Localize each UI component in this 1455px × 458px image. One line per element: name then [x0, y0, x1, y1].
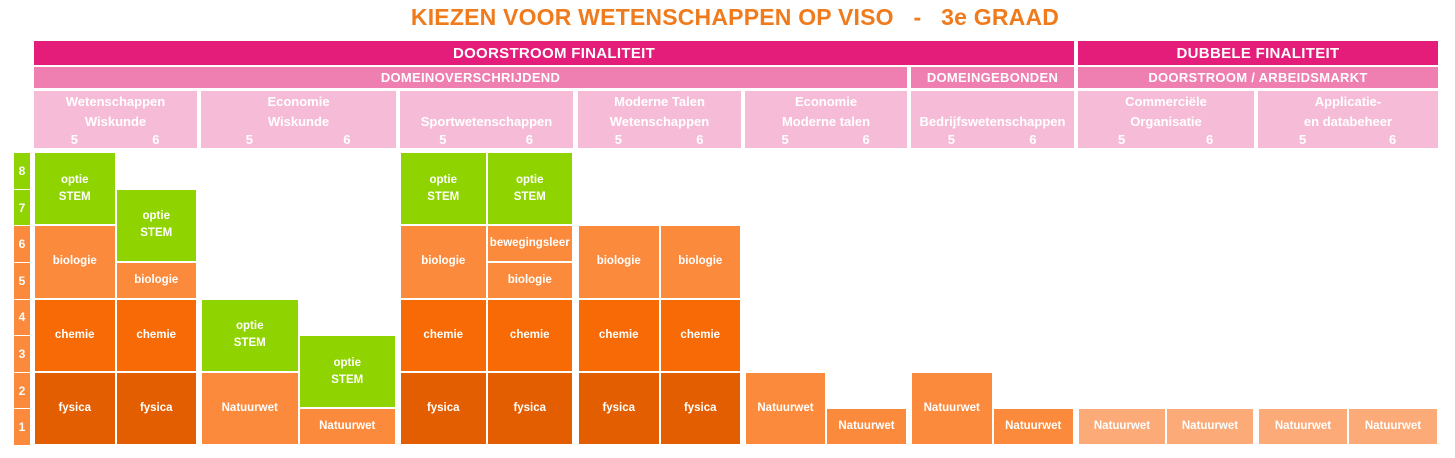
- year-label: 6: [1389, 132, 1397, 147]
- block-natuurwet: Natuurwet: [1166, 408, 1254, 445]
- block-fysica: fysica: [486, 371, 573, 445]
- block-fysica: fysica: [34, 371, 116, 445]
- domain-domeingebonden-band: DOMEINGEBONDEN: [911, 67, 1074, 88]
- block-biologie: biologie: [115, 262, 197, 299]
- block-fysica: fysica: [578, 371, 660, 445]
- hour-level-5: 5: [14, 262, 30, 299]
- year-label: 6: [862, 132, 870, 147]
- hour-level-2: 2: [14, 371, 30, 409]
- block-fysica: fysica: [659, 371, 741, 445]
- year-label: 5: [947, 132, 955, 147]
- block-natuurwet: Natuurwet: [298, 408, 396, 445]
- block-fysica: fysica: [400, 371, 487, 445]
- year-label: 6: [696, 132, 704, 147]
- block-optie-stem: optie STEM: [486, 152, 573, 226]
- programme-name: Moderne Talen Wetenschappen: [609, 94, 710, 129]
- hour-level-1: 1: [14, 408, 30, 445]
- programme-header-wetenschappen-wiskunde: Wetenschappen Wiskunde 5 6: [34, 91, 197, 148]
- finality-doorstroom-band: DOORSTROOM FINALITEIT: [34, 41, 1074, 65]
- year-label: 5: [781, 132, 789, 147]
- year-label: 6: [343, 132, 351, 147]
- hour-level-6: 6: [14, 225, 30, 262]
- page-title: KIEZEN VOOR WETENSCHAPPEN OP VISO - 3e G…: [410, 4, 1060, 30]
- programme-header-sportwetenschappen: Sportwetenschappen 5 6: [400, 91, 573, 148]
- block-chemie: chemie: [578, 298, 660, 372]
- year-label: 6: [525, 132, 533, 147]
- programme-header-moderne-talen-wetenschappen: Moderne Talen Wetenschappen 5 6: [578, 91, 741, 148]
- block-optie-stem: optie STEM: [298, 335, 396, 409]
- block-natuurwet: Natuurwet: [911, 371, 993, 445]
- block-fysica: fysica: [115, 371, 197, 445]
- programme-name: Economie Wiskunde: [267, 94, 330, 129]
- domain-domeinoverschrijdend-band: DOMEINOVERSCHRIJDEND: [34, 67, 907, 88]
- block-biologie: biologie: [659, 225, 741, 299]
- programme-name: Applicatie- en databeheer: [1303, 94, 1393, 129]
- block-optie-stem: optie STEM: [115, 188, 197, 262]
- block-natuurwet: Natuurwet: [1078, 408, 1166, 445]
- year-label: 6: [152, 132, 160, 147]
- programme-name: Wetenschappen Wiskunde: [65, 94, 166, 129]
- hour-level-3: 3: [14, 335, 30, 372]
- year-label: 5: [439, 132, 447, 147]
- programme-header-commerci-le-organisatie: Commerciële Organisatie 5 6: [1078, 91, 1254, 148]
- block-chemie: chemie: [115, 298, 197, 372]
- year-label: 6: [1206, 132, 1214, 147]
- programme-name: Bedrijfswetenschappen: [919, 114, 1066, 129]
- year-label: 5: [1118, 132, 1126, 147]
- block-biologie: biologie: [400, 225, 487, 299]
- block-natuurwet: Natuurwet: [201, 371, 299, 445]
- programme-name: Sportwetenschappen: [420, 114, 553, 129]
- block-optie-stem: optie STEM: [201, 298, 299, 372]
- programme-header-economie-moderne-talen: Economie Moderne talen 5 6: [745, 91, 907, 148]
- programme-name: Economie Moderne talen: [781, 94, 871, 129]
- block-chemie: chemie: [400, 298, 487, 372]
- block-biologie: biologie: [486, 262, 573, 299]
- year-label: 6: [1029, 132, 1037, 147]
- hour-level-4: 4: [14, 298, 30, 336]
- programme-header-economie-wiskunde: Economie Wiskunde 5 6: [201, 91, 396, 148]
- block-natuurwet: Natuurwet: [1258, 408, 1348, 445]
- programme-name: Commerciële Organisatie: [1125, 94, 1207, 129]
- block-chemie: chemie: [34, 298, 116, 372]
- block-bewegingsleer: bewegingsleer: [486, 225, 573, 262]
- year-label: 5: [70, 132, 78, 147]
- block-biologie: biologie: [34, 225, 116, 299]
- year-label: 5: [245, 132, 253, 147]
- programme-header-bedrijfswetenschappen: Bedrijfswetenschappen 5 6: [911, 91, 1074, 148]
- block-optie-stem: optie STEM: [400, 152, 487, 226]
- programme-header-applicatie-en-databeheer: Applicatie- en databeheer 5 6: [1258, 91, 1438, 148]
- block-chemie: chemie: [659, 298, 741, 372]
- year-label: 5: [614, 132, 622, 147]
- domain-doorstroom-arbeidsmarkt-band: DOORSTROOM / ARBEIDSMARKT: [1078, 67, 1438, 88]
- block-chemie: chemie: [486, 298, 573, 372]
- block-natuurwet: Natuurwet: [992, 408, 1074, 445]
- hour-level-7: 7: [14, 188, 30, 226]
- finality-dubbele-band: DUBBELE FINALITEIT: [1078, 41, 1438, 65]
- year-label: 5: [1299, 132, 1307, 147]
- block-biologie: biologie: [578, 225, 660, 299]
- block-optie-stem: optie STEM: [34, 152, 116, 226]
- hour-level-8: 8: [14, 152, 30, 189]
- block-natuurwet: Natuurwet: [1348, 408, 1438, 445]
- block-natuurwet: Natuurwet: [745, 371, 826, 445]
- block-natuurwet: Natuurwet: [826, 408, 907, 445]
